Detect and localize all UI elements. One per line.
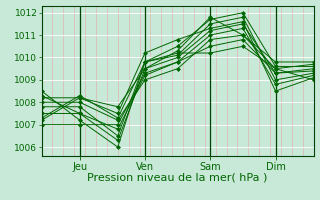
X-axis label: Pression niveau de la mer( hPa ): Pression niveau de la mer( hPa ): [87, 173, 268, 183]
